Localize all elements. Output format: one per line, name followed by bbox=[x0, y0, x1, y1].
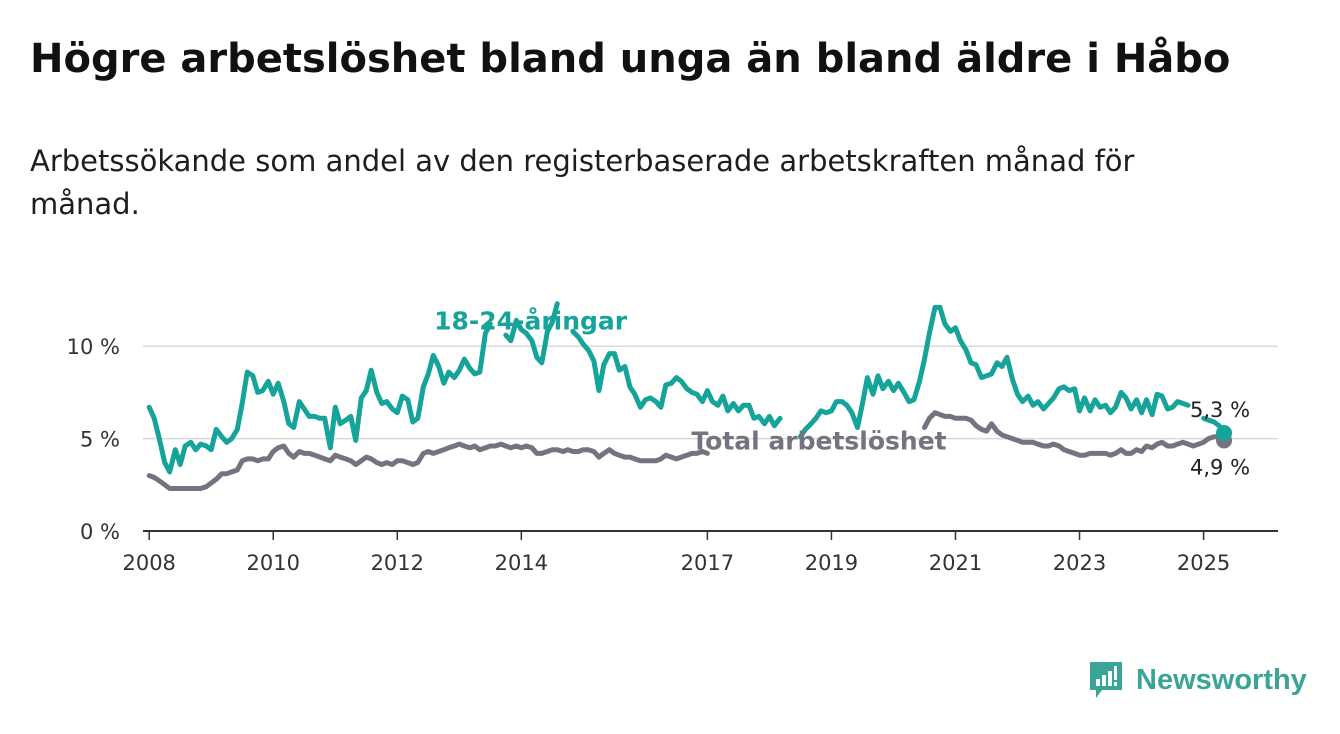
y-tick-label: 0 % bbox=[80, 520, 120, 544]
chart-title: Högre arbetslöshet bland unga än bland ä… bbox=[30, 36, 1231, 82]
x-tick-label: 2025 bbox=[1177, 551, 1230, 575]
series-line-young bbox=[146, 321, 493, 475]
end-marker-young bbox=[1216, 425, 1233, 442]
y-tick-label: 10 % bbox=[67, 335, 120, 359]
y-tick-label: 5 % bbox=[80, 428, 120, 452]
x-tick-label: 2012 bbox=[371, 551, 424, 575]
series-line-total bbox=[922, 410, 1227, 458]
end-value-total: 4,9 % bbox=[1190, 455, 1250, 479]
end-value-young: 5,3 % bbox=[1190, 398, 1250, 422]
x-tick-label: 2010 bbox=[247, 551, 300, 575]
axis-layer: 0 % 5 % 10 % 2008 2010 2012 2014 2017 2019 2021 20… bbox=[67, 335, 1278, 575]
chart-subtitle: Arbetssökande som andel av den registerb… bbox=[30, 144, 1135, 221]
series-label-young: 18-24-åringar bbox=[434, 307, 628, 336]
series-layer bbox=[146, 301, 1233, 491]
x-tick-label: 2021 bbox=[929, 551, 982, 575]
series-line-young bbox=[570, 328, 783, 429]
label-layer: 5,3 % 4,9 % 18-24-åringar Total arbetslöshe… bbox=[434, 307, 1250, 480]
x-tick-label: 2017 bbox=[681, 551, 734, 575]
newsworthy-logo: Newsworthy bbox=[1088, 660, 1307, 700]
x-tick-label: 2023 bbox=[1053, 551, 1106, 575]
series-line-young bbox=[797, 304, 1191, 440]
series-label-total: Total arbetslöshet bbox=[691, 427, 946, 456]
series-line-young bbox=[503, 301, 560, 366]
brand-name: Newsworthy bbox=[1136, 663, 1307, 696]
x-tick-label: 2008 bbox=[122, 551, 175, 575]
x-tick-label: 2019 bbox=[805, 551, 858, 575]
newsworthy-logo-icon bbox=[1090, 662, 1122, 698]
series-line-total bbox=[146, 441, 710, 491]
x-tick-label: 2014 bbox=[495, 551, 548, 575]
